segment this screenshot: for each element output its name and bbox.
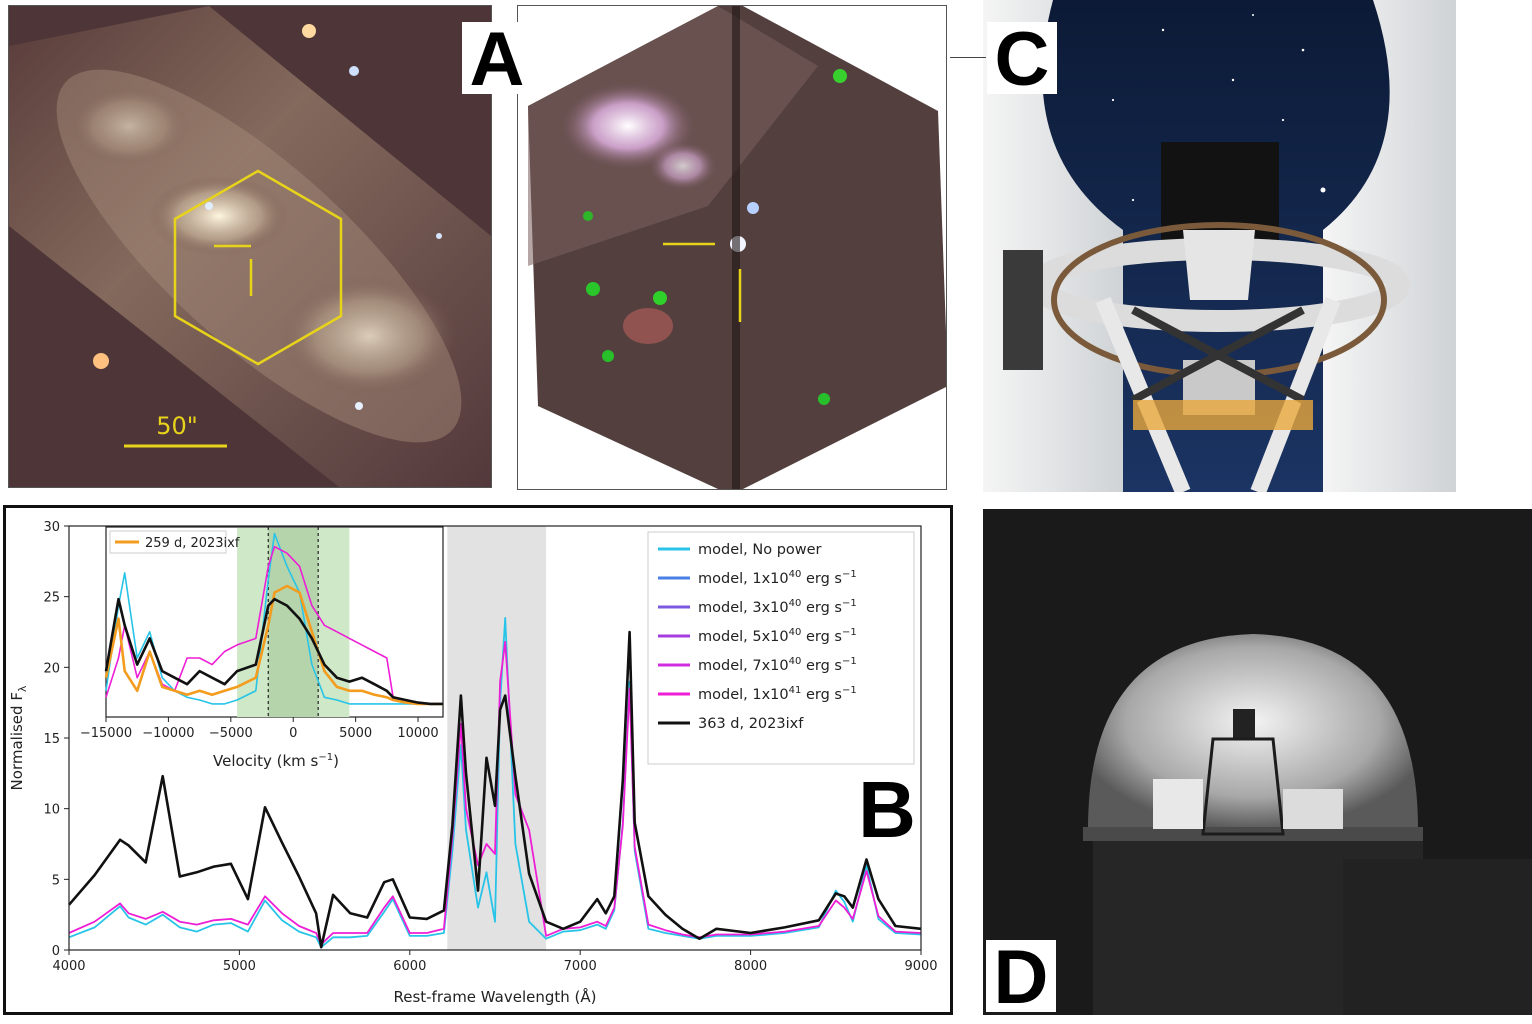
legend-label: model, 7x1040 erg s−1 [698, 656, 857, 674]
panel-label-b: B [858, 765, 916, 854]
panel-d-dome-photo [983, 509, 1532, 1015]
inset-x-tick-label: −15000 [80, 726, 132, 741]
main-x-axis-label: Rest-frame Wavelength (Å) [393, 987, 596, 1006]
panel-label-d: D [986, 940, 1056, 1016]
main-x-tick-label: 9000 [904, 959, 937, 974]
ifu-footprint-hexagon [173, 169, 343, 366]
main-series-line-0 [68, 630, 922, 949]
galaxy-image: 50" [9, 6, 491, 487]
inset-legend-box [109, 530, 227, 554]
inset-x-tick-label: 0 [289, 726, 297, 741]
main-series-line-2 [68, 617, 922, 949]
panel-c-pointer-line [950, 57, 986, 58]
spectrum-chart-svg: 4000 5000 6000 7000 8000 9000 0 5 10 15 20 25 30 No… [8, 520, 938, 1006]
inset-x-tick-label: 10000 [397, 726, 438, 741]
main-x-tick-label: 5000 [223, 959, 256, 974]
main-x-tick-label: 4000 [52, 959, 85, 974]
inset-x-tick-label: −10000 [142, 726, 194, 741]
panel-a-galaxy-image: 50" [8, 5, 492, 488]
legend-label: 363 d, 2023ixf [698, 716, 804, 732]
legend-label: model, 1x1041 erg s−1 [698, 685, 857, 703]
main-y-tick-label: 15 [43, 732, 60, 747]
main-series-line-1 [68, 640, 922, 946]
panel-label-c: C [987, 22, 1057, 98]
legend-label: model, No power [698, 542, 822, 558]
main-y-tick-label: 20 [43, 661, 60, 676]
ifu-map-image [528, 6, 946, 489]
inset-series-line-0 [104, 597, 443, 706]
panel-b-spectrum-chart: 4000 5000 6000 7000 8000 9000 0 5 10 15 20 25 30 No… [3, 505, 953, 1015]
main-y-tick-label: 0 [52, 944, 60, 959]
legend-label: model, 1x1040 erg s−1 [698, 569, 857, 587]
panel-c-telescope-photo [983, 0, 1456, 492]
inset-x-tick-label: −5000 [209, 726, 253, 741]
main-y-axis-label: Normalised Fλ [8, 685, 29, 790]
main-y-tick-label: 30 [43, 520, 60, 535]
dome-image [983, 509, 1532, 1015]
main-x-tick-label: 6000 [393, 959, 426, 974]
main-y-tick-label: 25 [43, 591, 60, 606]
inset-legend-label: 259 d, 2023ixf [145, 536, 240, 551]
legend-label: model, 5x1040 erg s−1 [698, 627, 857, 645]
scale-bar-label: 50" [156, 412, 198, 440]
panel-a-ifu-map [517, 5, 947, 490]
inset-series-line-1 [104, 584, 443, 706]
main-x-tick-label: 8000 [734, 959, 767, 974]
inset-x-axis-label: Velocity (km s−1) [213, 752, 339, 770]
inset-x-tick-label: 5000 [339, 726, 372, 741]
legend-box [647, 531, 915, 765]
main-x-tick-label: 7000 [564, 959, 597, 974]
main-y-tick-label: 10 [43, 803, 60, 818]
main-y-tick-label: 5 [52, 873, 60, 888]
telescope-image [983, 0, 1456, 492]
legend-label: model, 3x1040 erg s−1 [698, 598, 857, 616]
panel-label-a: A [462, 22, 532, 98]
inset-core-region [268, 528, 319, 717]
